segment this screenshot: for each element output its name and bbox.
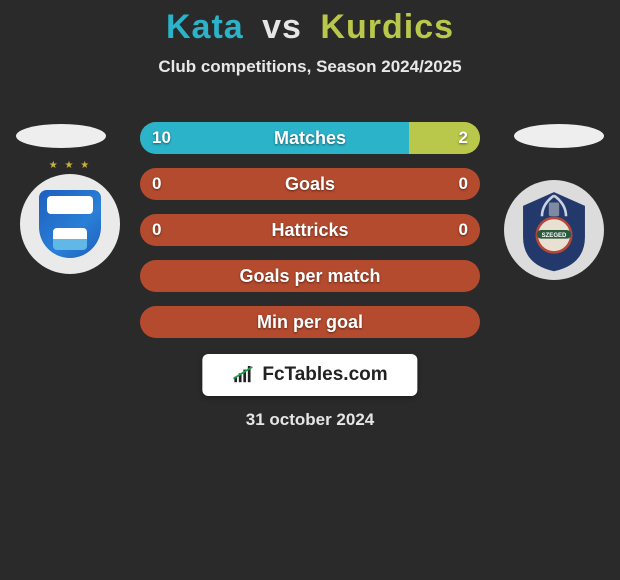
stat-bar-goals-per-match: Goals per match bbox=[140, 260, 480, 292]
stat-bar-matches: Matches10 2 bbox=[140, 122, 480, 154]
bar-label: Goals per match bbox=[140, 260, 480, 292]
bar-label: Matches bbox=[140, 122, 480, 154]
bar-label: Min per goal bbox=[140, 306, 480, 338]
bar-value-left: 10 bbox=[152, 122, 171, 154]
bar-value-right: 2 bbox=[459, 122, 468, 154]
bar-chart-icon bbox=[232, 366, 254, 384]
comparison-card: Kata vs Kurdics Club competitions, Seaso… bbox=[0, 0, 620, 580]
vs-label: vs bbox=[262, 8, 302, 46]
player1-name: Kata bbox=[166, 8, 244, 46]
bar-value-right: 0 bbox=[459, 168, 468, 200]
club1-stars-icon: ★ ★ ★ bbox=[49, 160, 91, 171]
player1-photo-placeholder bbox=[16, 124, 106, 148]
club1-shield-icon bbox=[39, 190, 101, 258]
player2-photo-placeholder bbox=[514, 124, 604, 148]
svg-text:SZEGED: SZEGED bbox=[542, 233, 567, 239]
bar-label: Goals bbox=[140, 168, 480, 200]
title-row: Kata vs Kurdics bbox=[0, 0, 620, 47]
bar-value-right: 0 bbox=[459, 214, 468, 246]
comparison-bars: Matches102Goals00Hattricks00Goals per ma… bbox=[140, 122, 480, 352]
bar-value-left: 0 bbox=[152, 214, 161, 246]
bar-label: Hattricks bbox=[140, 214, 480, 246]
bar-value-left: 0 bbox=[152, 168, 161, 200]
player2-name: Kurdics bbox=[320, 8, 454, 46]
club2-shield-icon: SZEGED bbox=[511, 187, 597, 273]
brand-text: FcTables.com bbox=[262, 364, 387, 386]
subtitle: Club competitions, Season 2024/2025 bbox=[0, 57, 620, 77]
brand-badge: FcTables.com bbox=[202, 354, 417, 396]
stat-bar-min-per-goal: Min per goal bbox=[140, 306, 480, 338]
stat-bar-goals: Goals0 0 bbox=[140, 168, 480, 200]
club2-crest: SZEGED bbox=[504, 180, 604, 280]
date-label: 31 october 2024 bbox=[0, 410, 620, 430]
club1-crest: ★ ★ ★ bbox=[20, 174, 120, 274]
stat-bar-hattricks: Hattricks0 0 bbox=[140, 214, 480, 246]
